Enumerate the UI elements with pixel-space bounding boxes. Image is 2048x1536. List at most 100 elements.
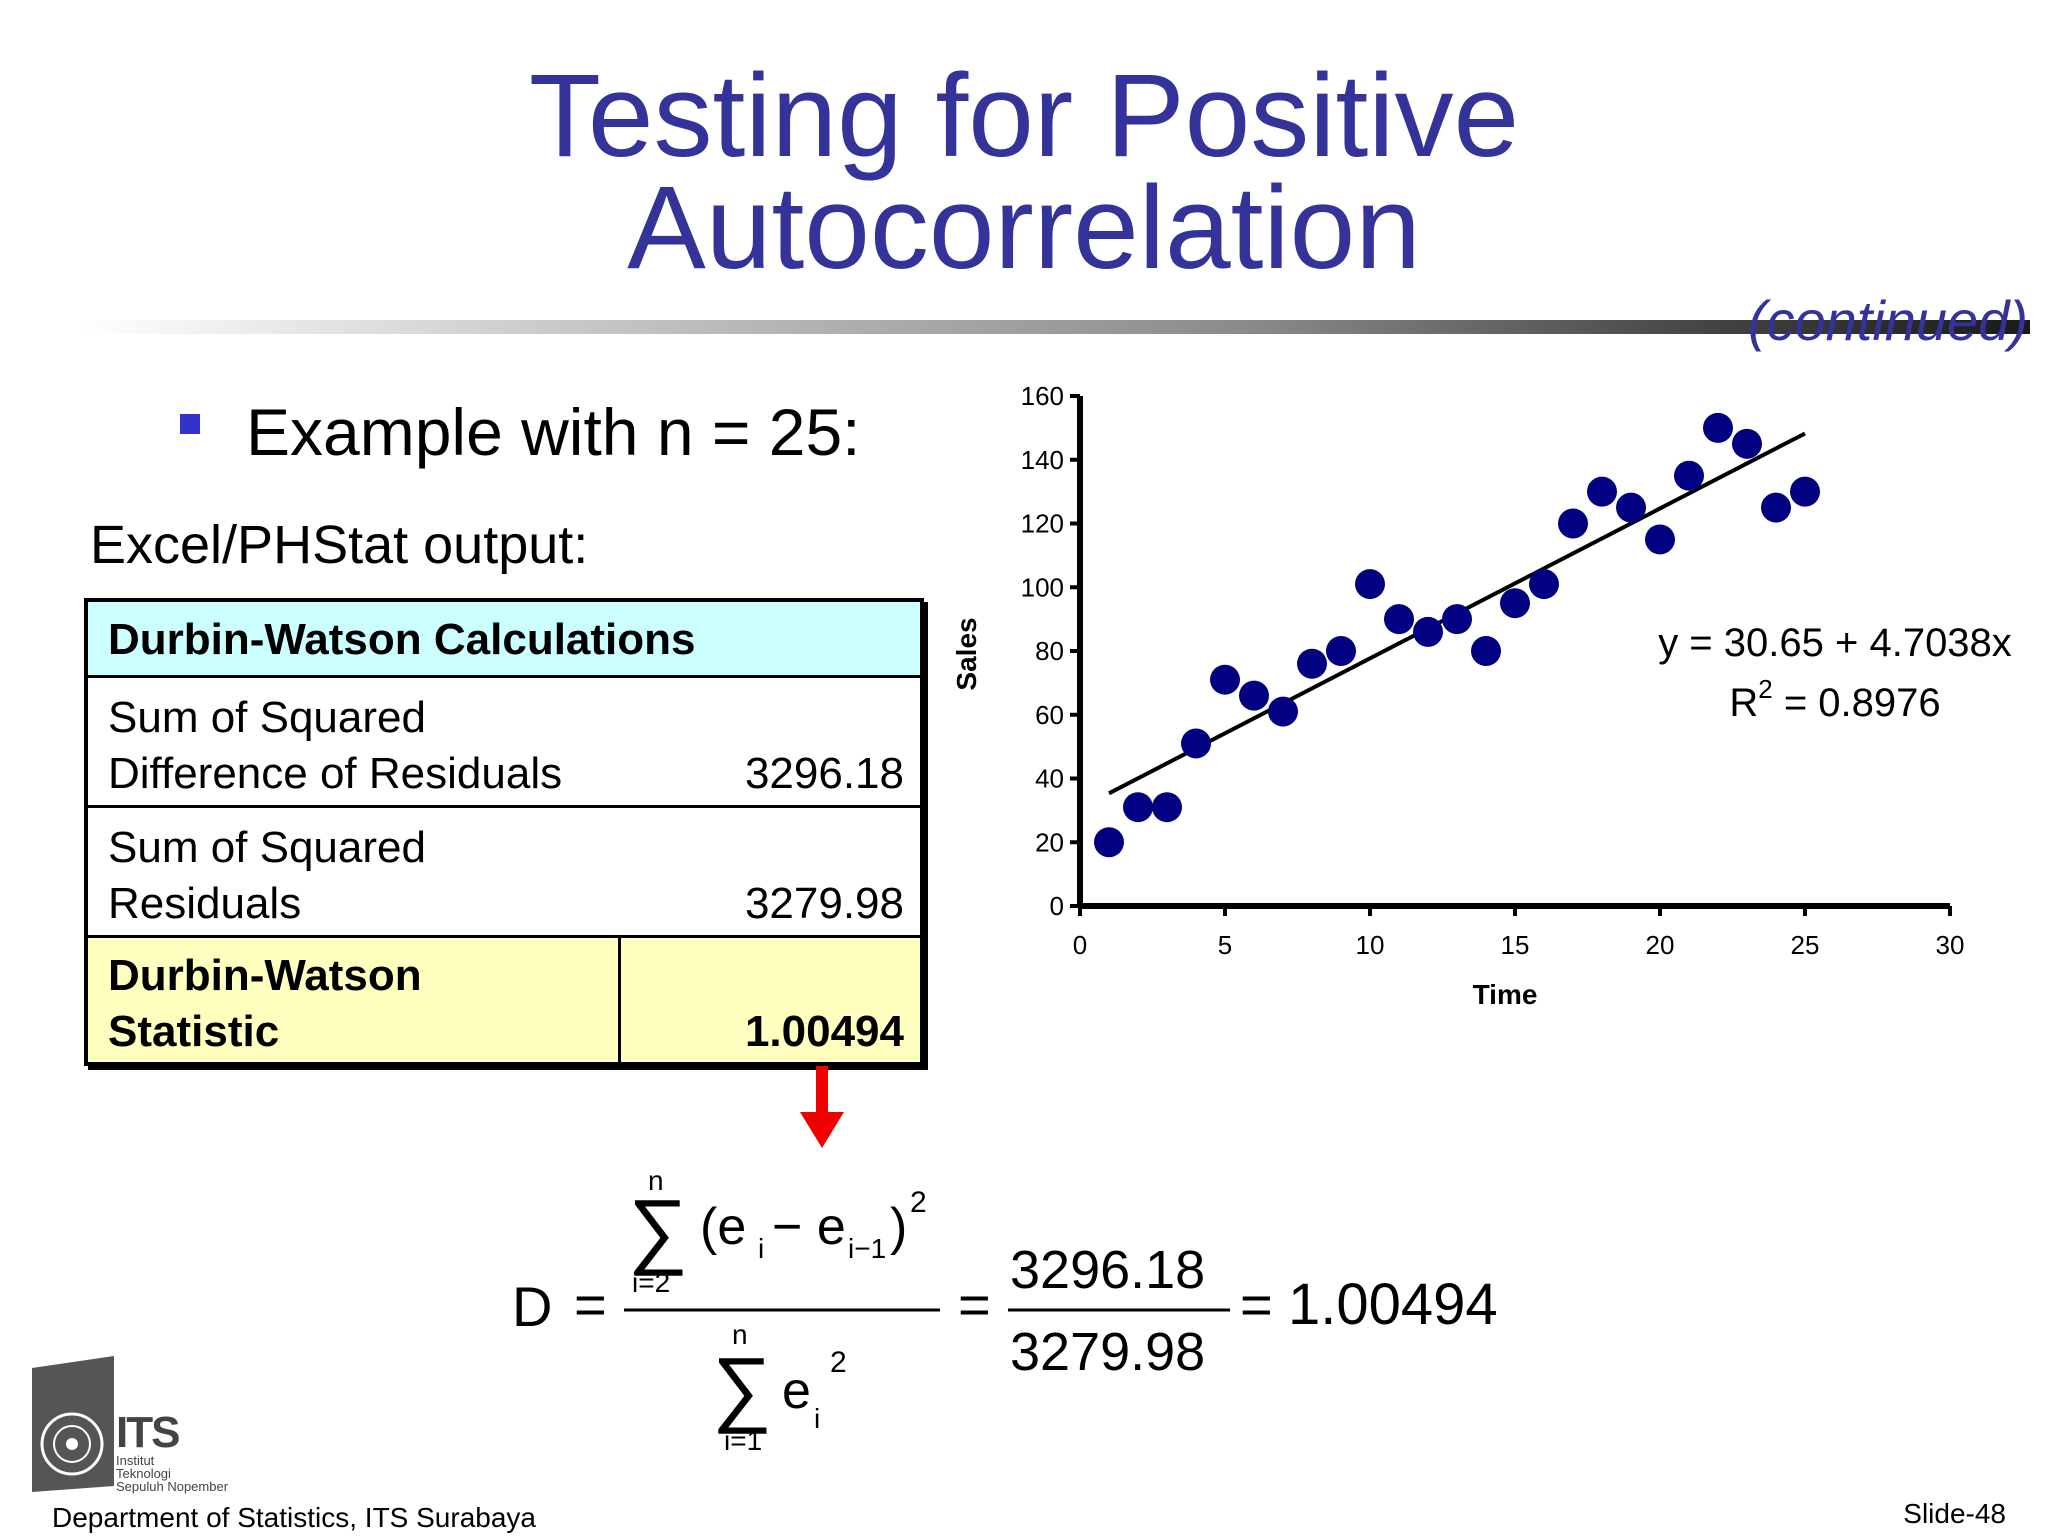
data-point — [1355, 569, 1385, 600]
data-point — [1297, 648, 1327, 679]
data-point — [1790, 476, 1820, 507]
title-line-2: Autocorrelation — [627, 162, 1421, 294]
formula-equals: = — [958, 1273, 991, 1336]
cell-divider — [618, 938, 621, 1062]
data-point — [1384, 604, 1414, 635]
data-point — [1268, 696, 1298, 727]
r-squared-sup: 2 — [1758, 674, 1772, 704]
statistic-value: 1.00494 — [744, 1007, 904, 1056]
data-point — [1471, 636, 1501, 666]
table-row: Sum of Squared Difference of Residuals 3… — [88, 678, 920, 808]
row-value: 3296.18 — [744, 749, 904, 798]
data-point — [1413, 616, 1443, 647]
data-point — [1326, 636, 1356, 666]
term-e-i: (e — [700, 1198, 746, 1256]
table-header-row: Durbin-Watson Calculations — [88, 602, 920, 678]
formula-D: D — [512, 1275, 552, 1338]
its-logo-subtitle: Institut Teknologi Sepuluh Nopember — [116, 1454, 228, 1493]
superscript-2: 2 — [910, 1186, 927, 1219]
down-arrow-icon — [800, 1066, 844, 1148]
slide-title: Testing for Positive Autocorrelation — [0, 50, 2048, 294]
close-paren: ) — [890, 1198, 907, 1256]
data-points — [1094, 412, 1820, 858]
formula-equals: = — [574, 1273, 607, 1336]
row-label: Sum of Squared Residuals — [108, 820, 426, 932]
row-label-line: Sum of Squared — [108, 823, 426, 872]
title-line-1: Testing for Positive — [528, 50, 1520, 182]
footer-department: Department of Statistics, ITS Surabaya — [52, 1502, 536, 1533]
row-label-line: Statistic — [108, 1007, 280, 1056]
data-point — [1442, 604, 1472, 635]
data-point — [1123, 792, 1153, 823]
its-logo: ITS Institut Teknologi Sepuluh Nopember — [32, 1356, 242, 1497]
y-tick-label: 20 — [1035, 827, 1064, 857]
row-label-line: Sum of Squared — [108, 693, 426, 742]
title-divider — [80, 320, 2030, 334]
row-label: Durbin-Watson Statistic — [108, 948, 422, 1060]
x-tick-label: 15 — [1501, 930, 1530, 960]
y-tick-label: 80 — [1035, 636, 1064, 666]
data-point — [1094, 827, 1124, 858]
y-tick-label: 100 — [1021, 572, 1064, 602]
r-squared-label: R2 = 0.8976 — [1729, 674, 1940, 725]
data-point — [1500, 588, 1530, 619]
bullet-text: Example with n = 25: — [246, 395, 861, 469]
bullet-square-icon — [180, 414, 200, 434]
x-tick-label: 0 — [1073, 930, 1087, 960]
sigma-icon: ∑ — [712, 1340, 772, 1434]
data-point — [1181, 728, 1211, 759]
term-minus-e: − e — [772, 1198, 846, 1256]
table-header: Durbin-Watson Calculations — [108, 615, 696, 664]
row-label-line: Residuals — [108, 879, 302, 928]
its-logo-text: ITS — [116, 1408, 180, 1457]
y-tick-label: 160 — [1021, 381, 1064, 411]
data-point — [1761, 492, 1791, 523]
data-point — [1210, 664, 1240, 695]
logo-line: Institut — [116, 1453, 155, 1468]
sum-lower-limit: i=2 — [632, 1267, 670, 1298]
x-tick-label: 5 — [1218, 930, 1232, 960]
x-tick-label: 10 — [1356, 930, 1385, 960]
sum-lower-limit: i=1 — [724, 1425, 762, 1456]
durbin-watson-formula: D = n ∑ i=2 (e i − e i−1 ) 2 n ∑ i=1 e i… — [512, 1165, 1498, 1456]
sigma-icon: ∑ — [628, 1182, 688, 1276]
sales-time-scatter-chart: 0 20 40 60 80 100 120 140 160 0 5 10 15 20 25 30 Time S… — [951, 381, 2012, 1010]
row-value: 3279.98 — [744, 879, 904, 928]
numerator-value: 3296.18 — [1010, 1240, 1205, 1300]
denominator-value: 3279.98 — [1010, 1322, 1205, 1382]
chart-axes — [1070, 394, 1952, 916]
regression-equation: y = 30.65 + 4.7038x — [1658, 621, 2012, 665]
row-label-line: Difference of Residuals — [108, 749, 563, 798]
data-point — [1558, 508, 1588, 539]
data-point — [1732, 428, 1762, 459]
data-point — [1616, 492, 1646, 523]
y-tick-label: 140 — [1021, 445, 1064, 475]
data-point — [1529, 569, 1559, 600]
x-axis-title: Time — [1473, 979, 1538, 1010]
subscript-i: i — [758, 1233, 764, 1264]
r-squared-value: = 0.8976 — [1773, 681, 1941, 725]
x-tick-label: 20 — [1646, 930, 1675, 960]
row-label: Sum of Squared Difference of Residuals — [108, 690, 562, 802]
logo-line: Teknologi — [116, 1466, 171, 1481]
superscript-2: 2 — [830, 1346, 847, 1379]
data-point — [1645, 524, 1675, 555]
continued-label: (continued) — [1747, 289, 2028, 352]
formula-equals: = — [1240, 1273, 1273, 1336]
excel-output-label: Excel/PHStat output: — [90, 515, 589, 575]
table-statistic-row: Durbin-Watson Statistic 1.00494 — [88, 938, 920, 1062]
durbin-watson-table: Durbin-Watson Calculations Sum of Square… — [84, 598, 924, 1066]
x-tick-label: 30 — [1936, 930, 1965, 960]
data-point — [1152, 792, 1182, 823]
its-logo-mark — [32, 1356, 114, 1492]
subscript-i: i — [814, 1403, 820, 1434]
data-point — [1674, 460, 1704, 491]
data-point — [1703, 412, 1733, 443]
y-axis-title: Sales — [951, 617, 982, 690]
y-tick-label: 0 — [1050, 891, 1064, 921]
term-e: e — [782, 1362, 811, 1420]
y-tick-label: 60 — [1035, 700, 1064, 730]
data-point — [1587, 476, 1617, 507]
logo-line: Sepuluh Nopember — [116, 1479, 229, 1494]
sum-upper-limit: n — [648, 1165, 664, 1196]
